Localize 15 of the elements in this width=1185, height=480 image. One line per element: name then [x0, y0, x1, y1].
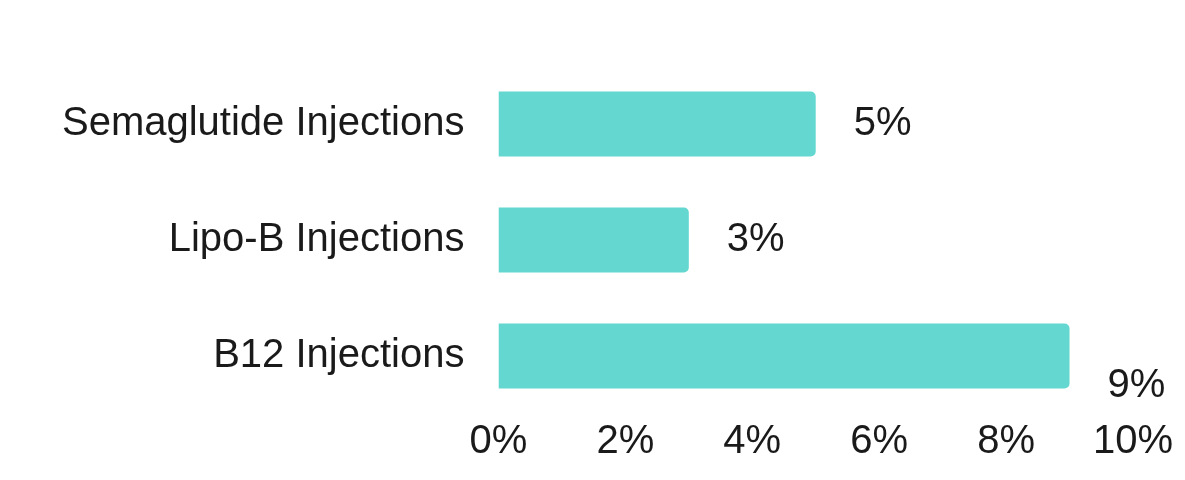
y-tick-label: Lipo-B Injections: [168, 215, 465, 260]
y-tick-label: B12 Injections: [213, 331, 465, 376]
x-tick-label: 0%: [469, 417, 528, 462]
bar: [498, 207, 689, 273]
data-label: 5%: [853, 99, 912, 144]
x-tick-label: 6%: [850, 417, 909, 462]
x-tick-label: 4%: [723, 417, 782, 462]
bar: [498, 323, 1070, 389]
x-tick-label: 8%: [977, 417, 1035, 462]
data-label: 9%: [1107, 361, 1166, 406]
bar: [498, 91, 816, 157]
y-tick-label: Semaglutide Injections: [61, 99, 465, 144]
x-tick-label: 2%: [596, 417, 655, 462]
x-tick-label: 10%: [1092, 417, 1173, 462]
data-label: 3%: [726, 215, 785, 260]
